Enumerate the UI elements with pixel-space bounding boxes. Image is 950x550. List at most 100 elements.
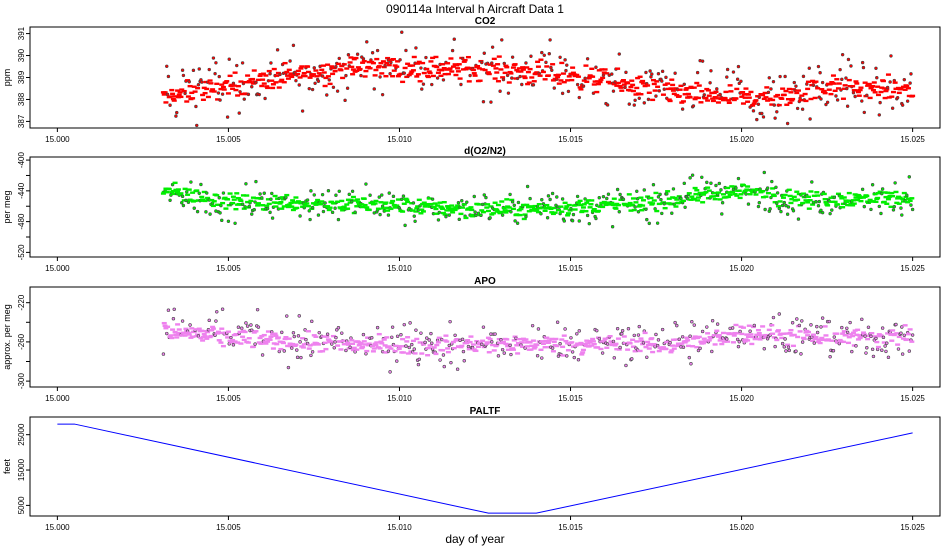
data-point	[860, 187, 865, 192]
data-point	[273, 334, 279, 337]
data-point	[294, 78, 298, 83]
data-point	[808, 190, 814, 193]
data-point	[488, 205, 494, 208]
data-point	[669, 349, 675, 352]
data-point	[322, 84, 328, 88]
data-point	[577, 86, 583, 89]
data-point	[196, 327, 202, 330]
data-point	[313, 69, 319, 72]
data-point	[665, 192, 669, 196]
data-point	[391, 203, 397, 207]
data-point	[508, 343, 512, 348]
data-point	[659, 197, 663, 202]
data-point	[602, 337, 608, 340]
data-point	[845, 326, 849, 330]
data-point	[668, 351, 674, 354]
data-point	[283, 336, 289, 339]
data-point	[343, 98, 347, 103]
data-point	[357, 67, 363, 71]
data-point	[630, 345, 636, 348]
data-point	[255, 307, 260, 312]
data-point	[826, 88, 832, 91]
data-point	[669, 78, 675, 81]
data-point	[319, 68, 325, 71]
data-point	[656, 195, 661, 199]
data-point	[521, 75, 527, 78]
data-point	[619, 89, 625, 92]
data-point	[852, 329, 858, 332]
data-point	[744, 192, 748, 196]
data-point	[909, 340, 915, 343]
data-point	[199, 195, 205, 199]
data-point	[741, 93, 747, 96]
data-point	[760, 190, 766, 193]
data-point	[237, 111, 241, 115]
data-point	[860, 317, 864, 322]
data-point	[232, 71, 238, 74]
y-tick-label: 25000	[17, 423, 26, 446]
data-point	[213, 71, 217, 76]
data-point	[277, 349, 281, 354]
data-point	[355, 340, 361, 344]
data-point	[348, 345, 352, 350]
data-point	[417, 341, 423, 344]
data-point	[505, 348, 511, 351]
data-point	[262, 191, 266, 195]
data-point	[178, 192, 184, 195]
data-point	[396, 347, 402, 350]
data-point	[278, 72, 282, 77]
data-point	[691, 104, 696, 108]
data-point	[551, 340, 557, 343]
data-point	[445, 72, 451, 76]
data-point	[746, 202, 751, 206]
data-point	[186, 188, 192, 191]
data-point	[459, 82, 463, 87]
data-point	[260, 72, 266, 75]
data-point	[324, 335, 330, 338]
data-point	[438, 358, 442, 362]
data-point	[605, 103, 610, 107]
data-point	[288, 344, 294, 348]
data-point	[851, 202, 857, 205]
data-point	[186, 333, 192, 336]
data-point	[419, 352, 425, 355]
data-point	[743, 87, 749, 90]
data-point	[534, 343, 540, 347]
data-point	[318, 202, 324, 206]
data-point	[715, 335, 721, 338]
data-point	[301, 71, 307, 75]
data-point	[896, 202, 902, 205]
data-point	[900, 213, 904, 217]
data-point	[771, 315, 776, 320]
data-point	[797, 204, 803, 207]
data-point	[469, 208, 475, 212]
data-point	[467, 340, 473, 344]
data-point	[516, 67, 522, 70]
data-point	[810, 339, 816, 342]
data-point	[448, 209, 454, 212]
data-point	[591, 207, 597, 211]
data-point	[414, 46, 418, 50]
data-point	[314, 75, 320, 78]
data-point	[855, 328, 861, 331]
data-point	[374, 57, 380, 61]
data-point	[632, 350, 638, 353]
data-point	[365, 40, 369, 44]
data-point	[253, 330, 259, 333]
data-point	[877, 190, 883, 193]
data-point	[635, 189, 639, 194]
panel-title: APO	[474, 276, 496, 287]
data-point	[614, 347, 620, 351]
data-point	[200, 98, 206, 101]
data-point	[275, 48, 280, 52]
data-point	[260, 196, 264, 200]
data-point	[524, 203, 530, 207]
data-point	[853, 196, 859, 199]
data-point	[405, 352, 411, 355]
data-point	[225, 336, 231, 339]
data-point	[380, 204, 385, 208]
data-point	[384, 336, 390, 339]
data-point	[201, 332, 207, 336]
data-point	[845, 330, 850, 334]
data-point	[310, 73, 316, 76]
